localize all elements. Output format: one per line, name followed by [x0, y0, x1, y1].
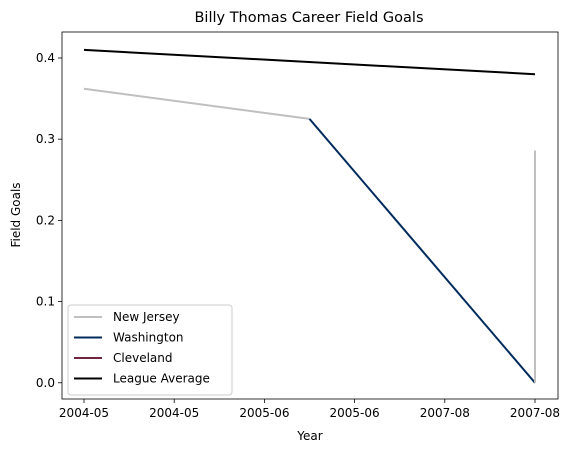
y-axis-label: Field Goals	[9, 182, 23, 247]
series-line-new-jersey-0	[83, 87, 310, 120]
y-tick-label: 0.0	[36, 376, 55, 390]
y-tick-label: 0.4	[36, 51, 55, 65]
series-line-league-average-4	[83, 48, 536, 76]
x-tick-label: 2005-06	[330, 406, 380, 420]
legend-box	[67, 304, 233, 396]
legend: New Jersey Washington Cleveland League Aver…	[67, 304, 233, 396]
x-tick-label: 2007-08	[510, 406, 560, 420]
y-axis: 0.0 0.1 0.2 0.3 0.4	[36, 51, 62, 390]
x-tick-label: 2004-05	[149, 406, 199, 420]
y-tick-label: 0.1	[36, 295, 55, 309]
legend-label-cleveland: Cleveland	[113, 351, 173, 365]
x-tick-label: 2004-05	[59, 406, 109, 420]
x-tick-label: 2007-08	[420, 406, 470, 420]
x-axis-label: Year	[296, 429, 322, 443]
chart-title: Billy Thomas Career Field Goals	[194, 10, 423, 26]
series-layer	[83, 48, 536, 384]
x-tick-label: 2005-06	[239, 406, 289, 420]
legend-label-washington: Washington	[113, 331, 184, 345]
plot-area-frame	[61, 31, 559, 400]
legend-label-league-average: League Average	[113, 372, 210, 386]
x-axis: 2004-05 2004-05 2005-06 2005-06 2007-08 2007-…	[59, 399, 560, 420]
legend-label-new-jersey: New Jersey	[113, 310, 180, 324]
y-tick-label: 0.3	[36, 132, 55, 146]
y-tick-label: 0.2	[36, 213, 55, 227]
series-line-washington-1	[308, 118, 536, 384]
